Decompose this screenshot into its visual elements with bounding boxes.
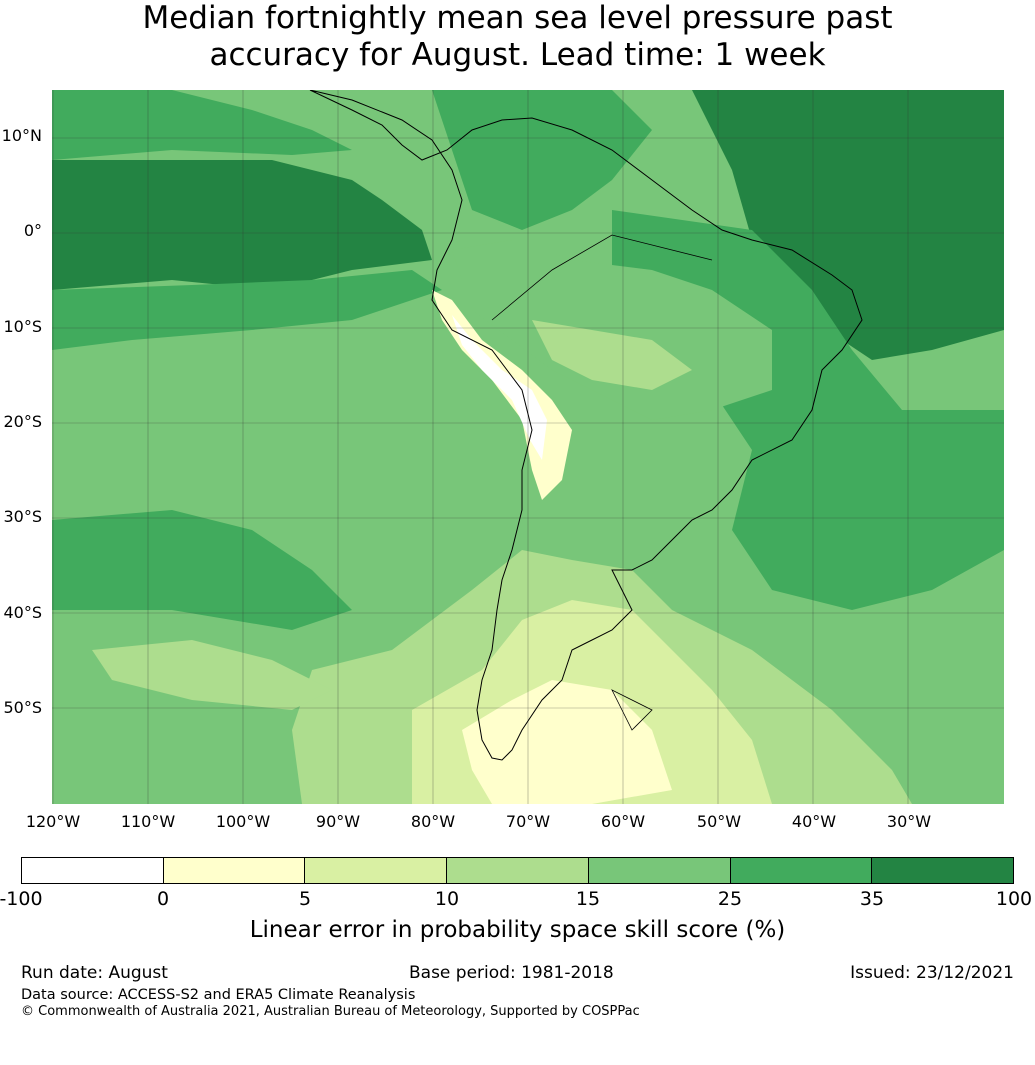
lat-label: 20°S: [3, 412, 42, 431]
colorbar-tick: 10: [434, 888, 460, 910]
map-canvas: [52, 90, 1004, 804]
colorbar-segment: [588, 858, 731, 883]
lon-label: 70°W: [505, 812, 551, 831]
lon-label: 80°W: [410, 812, 456, 831]
lon-label: 90°W: [315, 812, 361, 831]
lat-label: 50°S: [3, 698, 42, 717]
colorbar-tick: 25: [717, 888, 743, 910]
issued-date: Issued: 23/12/2021: [850, 963, 1014, 983]
colorbar-segment: [447, 858, 589, 883]
colorbar-segment: [730, 858, 873, 883]
copyright: © Commonwealth of Australia 2021, Austra…: [21, 1004, 640, 1019]
lat-label: 10°S: [3, 317, 42, 336]
colorbar-tick: 15: [575, 888, 601, 910]
run-date: Run date: August: [21, 963, 168, 983]
lon-label: 110°W: [120, 812, 176, 831]
colorbar-tick: 35: [859, 888, 885, 910]
lat-label: 10°N: [1, 126, 42, 145]
data-source: Data source: ACCESS-S2 and ERA5 Climate …: [21, 987, 416, 1003]
coastline: [309, 90, 863, 761]
lon-label: 100°W: [215, 812, 271, 831]
lat-label: 40°S: [3, 603, 42, 622]
lon-label: 40°W: [791, 812, 837, 831]
lat-label: 0°: [23, 221, 42, 240]
lon-label: 50°W: [696, 812, 742, 831]
colorbar-segment: [22, 858, 164, 883]
colorbar: [21, 857, 1014, 884]
colorbar-segment: [163, 858, 306, 883]
base-period: Base period: 1981-2018: [409, 963, 614, 983]
colorbar-tick: -100: [0, 888, 43, 910]
lon-label: 60°W: [600, 812, 646, 831]
lon-label: 120°W: [25, 812, 81, 831]
title-line-1: Median fortnightly mean sea level pressu…: [142, 0, 893, 36]
lon-label: 30°W: [886, 812, 932, 831]
colorbar-segment: [305, 858, 448, 883]
skill-score-map: [52, 90, 1004, 804]
colorbar-label: Linear error in probability space skill …: [249, 917, 786, 943]
colorbar-tick: 0: [156, 888, 170, 910]
title-line-2: accuracy for August. Lead time: 1 week: [209, 37, 826, 73]
chart-title: Median fortnightly mean sea level pressu…: [0, 0, 1035, 74]
lat-label: 30°S: [3, 507, 42, 526]
colorbar-tick: 5: [298, 888, 312, 910]
colorbar-tick: 100: [995, 888, 1033, 910]
colorbar-segment: [872, 858, 1014, 883]
